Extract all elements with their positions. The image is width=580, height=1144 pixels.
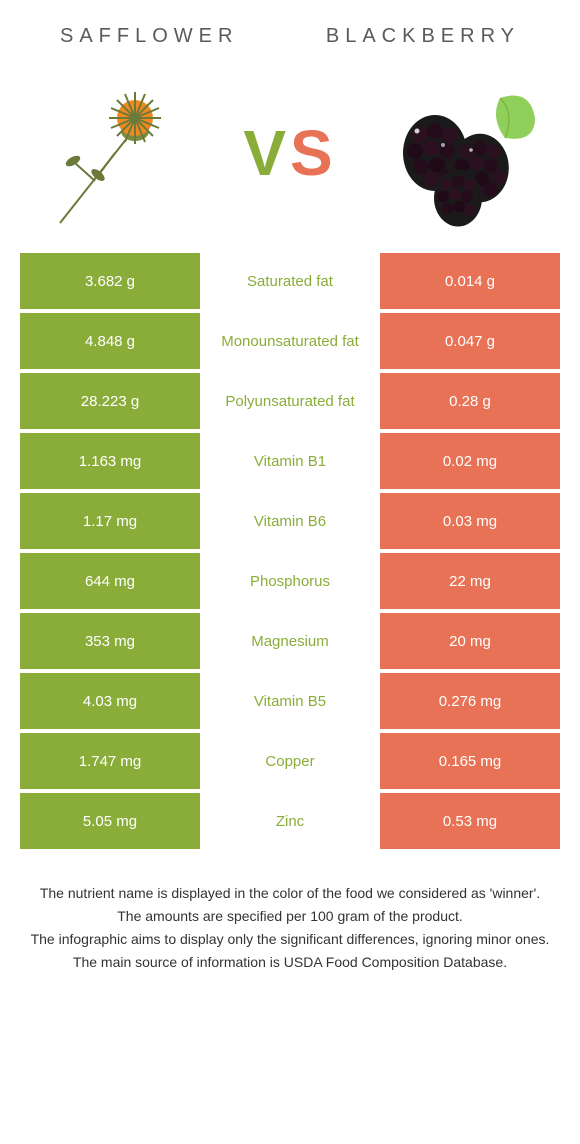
table-row: 4.03 mgVitamin B50.276 mg bbox=[20, 673, 560, 729]
right-value-cell: 0.276 mg bbox=[380, 673, 560, 729]
table-row: 1.17 mgVitamin B60.03 mg bbox=[20, 493, 560, 549]
table-row: 28.223 gPolyunsaturated fat0.28 g bbox=[20, 373, 560, 429]
footnote-line: The main source of information is USDA F… bbox=[30, 952, 550, 973]
table-row: 3.682 gSaturated fat0.014 g bbox=[20, 253, 560, 309]
vs-v: V bbox=[243, 117, 290, 189]
footnotes: The nutrient name is displayed in the co… bbox=[0, 853, 580, 973]
left-value-cell: 644 mg bbox=[20, 553, 200, 609]
left-value-cell: 1.163 mg bbox=[20, 433, 200, 489]
header-row: Safflower Blackberry bbox=[0, 0, 580, 63]
table-row: 353 mgMagnesium20 mg bbox=[20, 613, 560, 669]
vs-s: S bbox=[290, 117, 337, 189]
blackberry-image bbox=[380, 73, 540, 233]
left-value-cell: 1.17 mg bbox=[20, 493, 200, 549]
nutrient-name-cell: Monounsaturated fat bbox=[200, 313, 380, 369]
right-value-cell: 0.014 g bbox=[380, 253, 560, 309]
right-value-cell: 0.165 mg bbox=[380, 733, 560, 789]
right-value-cell: 0.047 g bbox=[380, 313, 560, 369]
left-value-cell: 3.682 g bbox=[20, 253, 200, 309]
left-value-cell: 28.223 g bbox=[20, 373, 200, 429]
safflower-image bbox=[40, 73, 200, 233]
right-value-cell: 20 mg bbox=[380, 613, 560, 669]
table-row: 1.747 mgCopper0.165 mg bbox=[20, 733, 560, 789]
nutrient-table: 3.682 gSaturated fat0.014 g4.848 gMonoun… bbox=[0, 253, 580, 849]
right-value-cell: 0.03 mg bbox=[380, 493, 560, 549]
nutrient-name-cell: Vitamin B1 bbox=[200, 433, 380, 489]
table-row: 644 mgPhosphorus22 mg bbox=[20, 553, 560, 609]
footnote-line: The infographic aims to display only the… bbox=[30, 929, 550, 950]
footnote-line: The nutrient name is displayed in the co… bbox=[30, 883, 550, 904]
left-value-cell: 4.03 mg bbox=[20, 673, 200, 729]
right-value-cell: 0.02 mg bbox=[380, 433, 560, 489]
table-row: 1.163 mgVitamin B10.02 mg bbox=[20, 433, 560, 489]
right-value-cell: 0.53 mg bbox=[380, 793, 560, 849]
table-row: 5.05 mgZinc0.53 mg bbox=[20, 793, 560, 849]
nutrient-name-cell: Polyunsaturated fat bbox=[200, 373, 380, 429]
table-row: 4.848 gMonounsaturated fat0.047 g bbox=[20, 313, 560, 369]
left-value-cell: 1.747 mg bbox=[20, 733, 200, 789]
right-value-cell: 0.28 g bbox=[380, 373, 560, 429]
right-value-cell: 22 mg bbox=[380, 553, 560, 609]
nutrient-name-cell: Zinc bbox=[200, 793, 380, 849]
right-food-title: Blackberry bbox=[326, 25, 520, 48]
images-row: VS bbox=[0, 63, 580, 243]
footnote-line: The amounts are specified per 100 gram o… bbox=[30, 906, 550, 927]
left-value-cell: 5.05 mg bbox=[20, 793, 200, 849]
left-value-cell: 4.848 g bbox=[20, 313, 200, 369]
nutrient-name-cell: Vitamin B5 bbox=[200, 673, 380, 729]
left-food-title: Safflower bbox=[60, 25, 238, 48]
left-value-cell: 353 mg bbox=[20, 613, 200, 669]
nutrient-name-cell: Vitamin B6 bbox=[200, 493, 380, 549]
nutrient-name-cell: Phosphorus bbox=[200, 553, 380, 609]
vs-label: VS bbox=[243, 116, 336, 190]
nutrient-name-cell: Magnesium bbox=[200, 613, 380, 669]
nutrient-name-cell: Saturated fat bbox=[200, 253, 380, 309]
nutrient-name-cell: Copper bbox=[200, 733, 380, 789]
